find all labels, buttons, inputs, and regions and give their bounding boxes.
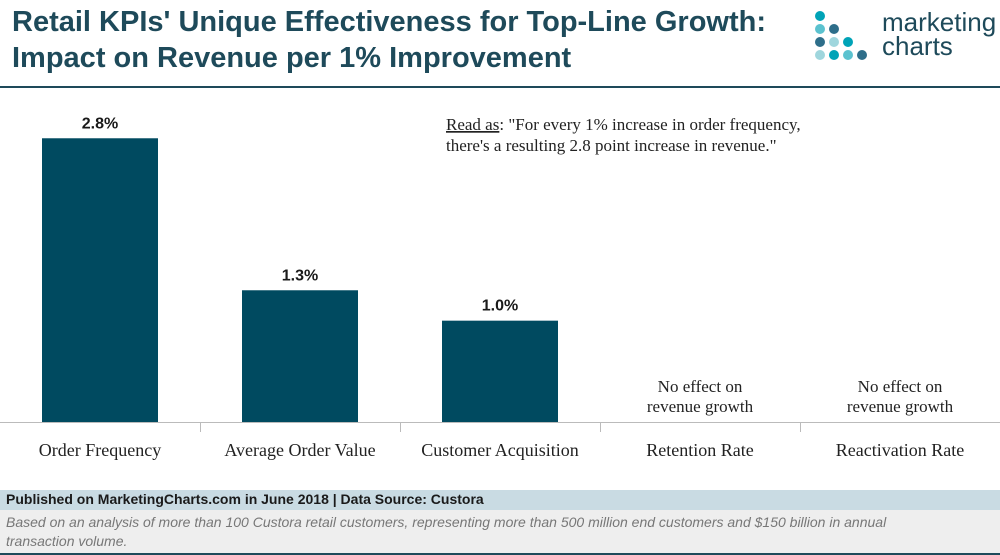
logo-dot xyxy=(829,50,839,60)
source-bar: Published on MarketingCharts.com in June… xyxy=(0,490,1000,510)
logo-dot xyxy=(815,37,825,47)
no-effect-label-line-2: revenue growth xyxy=(847,397,954,416)
logo-dot xyxy=(815,11,825,21)
bar xyxy=(442,320,558,422)
logo-dot xyxy=(843,37,853,47)
logo-dots-icon xyxy=(815,11,867,60)
x-tick-label: Order Frequency xyxy=(39,440,161,460)
footnote-line-1: Based on an analysis of more than 100 Cu… xyxy=(6,514,887,530)
data-label: 1.0% xyxy=(482,298,518,315)
source-text: Published on MarketingCharts.com in June… xyxy=(6,491,484,507)
annotation-line-1: Read as: "For every 1% increase in order… xyxy=(446,115,801,134)
x-tick-label: Reactivation Rate xyxy=(836,440,964,460)
logo-dot xyxy=(829,24,839,34)
no-effect-label-line-2: revenue growth xyxy=(647,397,754,416)
data-label: 2.8% xyxy=(82,115,118,132)
logo-line-1: marketing xyxy=(882,7,997,37)
no-effect-label-line-1: No effect on xyxy=(658,377,743,396)
footnote-line-2: transaction volume. xyxy=(6,533,128,549)
x-tick-label: Customer Acquisition xyxy=(421,440,579,460)
annotation-rest: : "For every 1% increase in order freque… xyxy=(499,115,800,134)
bar xyxy=(42,138,158,422)
logo-dot xyxy=(857,50,867,60)
bottom-divider xyxy=(0,553,1000,555)
annotation-lead: Read as xyxy=(446,115,499,134)
x-tick-label: Retention Rate xyxy=(646,440,753,460)
bar-chart: 2.8% Order Frequency 1.3% Average Order Val… xyxy=(0,115,1000,460)
data-label: 1.3% xyxy=(282,267,318,284)
footnote-text: Based on an analysis of more than 100 Cu… xyxy=(6,513,966,551)
chart-title: Retail KPIs' Unique Effectiveness for To… xyxy=(12,4,802,76)
chart-title-line-2: Impact on Revenue per 1% Improvement xyxy=(12,42,572,74)
logo-dot xyxy=(843,50,853,60)
x-tick-label: Average Order Value xyxy=(224,440,375,460)
title-divider xyxy=(0,86,1000,88)
logo-dot xyxy=(829,37,839,47)
no-effect-label-line-1: No effect on xyxy=(858,377,943,396)
chart-title-line-1: Retail KPIs' Unique Effectiveness for To… xyxy=(12,6,766,38)
footnote-bar: Based on an analysis of more than 100 Cu… xyxy=(0,510,1000,555)
annotation-line-2: there's a resulting 2.8 point increase i… xyxy=(446,136,777,155)
bar xyxy=(242,290,358,422)
logo-dot xyxy=(815,24,825,34)
logo-wordmark: marketing charts xyxy=(882,7,997,61)
logo-line-2: charts xyxy=(882,31,953,61)
marketingcharts-logo: marketing charts xyxy=(812,8,996,64)
logo-dot xyxy=(815,50,825,60)
